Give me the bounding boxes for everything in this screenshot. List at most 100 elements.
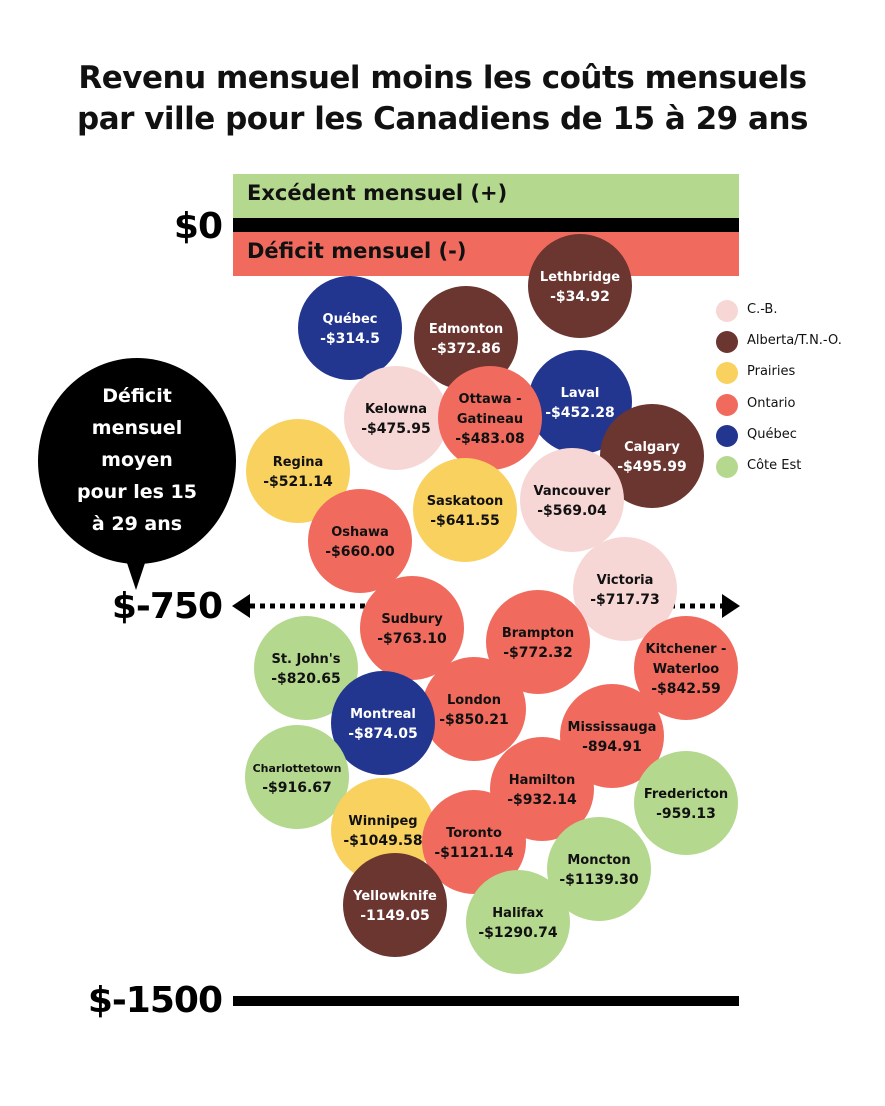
legend-swatch [716,300,738,322]
bubble-value-label: -$1290.74 [478,925,558,941]
bubble-value-label: -$874.05 [348,726,418,742]
callout-line: moyen [101,449,173,471]
bubble-edmonton: Edmonton -$372.86 [414,286,518,390]
bubble-qu-bec: Québec -$314.5 [298,276,402,380]
legend-label: C.-B. [747,302,778,317]
bubble-city-label: Québec [323,312,378,327]
bubble-city-label: Kitchener - [646,642,727,657]
bubble-city-label: Edmonton [429,322,503,337]
chart-title-line-1: Revenu mensuel moins les coûts mensuels [78,60,807,96]
bubble-value-label: -$1139.30 [559,872,639,888]
arrow-right-icon [722,594,740,618]
bubble-circle [600,404,704,508]
bubble-value-label: -$660.00 [325,544,395,560]
bubble-circle [344,366,448,470]
bubble-circle [422,790,526,894]
bubble-circle [245,725,349,829]
bubble-circle [413,458,517,562]
bubble-city-label: Regina [273,455,324,470]
callout-text: Déficit mensuel moyen pour les 15 à 29 a… [38,380,236,540]
bubble-circle [486,590,590,694]
bubble-ottawa-gatineau: Ottawa - Gatineau -$483.08 [438,366,542,470]
legend-swatch [716,362,738,384]
bubble-kitchener-waterloo: Kitchener - Waterloo -$842.59 [634,616,738,720]
axis-label-mid: $-750 [111,586,223,627]
bubble-city-label: St. John's [271,652,340,667]
chart-title-line-2: par ville pour les Canadiens de 15 à 29 … [77,101,808,137]
bottom-line [233,996,739,1006]
bubble-st-john-s: St. John's -$820.65 [254,616,358,720]
bubble-vancouver: Vancouver -$569.04 [520,448,624,552]
bubble-circle [331,671,435,775]
bubble-circle [547,817,651,921]
bubble-city-label: Fredericton [644,787,728,802]
bubble-value-label: -$569.04 [537,503,607,519]
bubble-circle [343,853,447,957]
bubble-circle [254,616,358,720]
bubble-value-label: -$314.5 [320,331,380,347]
bubble-value-label: -$34.92 [550,289,610,305]
bubble-laval: Laval -$452.28 [528,350,632,454]
callout-tail [122,548,150,590]
bubble-moncton: Moncton -$1139.30 [547,817,651,921]
bubble-oshawa: Oshawa -$660.00 [308,489,412,593]
bubble-city-label: Saskatoon [427,494,504,509]
bubble-value-label: -$916.67 [262,780,332,796]
bubble-london: London -$850.21 [422,657,526,761]
bubble-value-label: -959.13 [656,806,716,822]
bubble-toronto: Toronto -$1121.14 [422,790,526,894]
bubble-victoria: Victoria -$717.73 [573,537,677,641]
deficit-band: Déficit mensuel (-) [233,232,739,276]
average-line [232,594,740,618]
bubble-value-label: -894.91 [582,739,642,755]
legend-swatch [716,425,738,447]
legend-swatch [716,331,738,353]
bubble-calgary: Calgary -$495.99 [600,404,704,508]
bubble-value-label: -$1121.14 [434,845,514,861]
bubble-value-label: -$521.14 [263,474,333,490]
bubble-sudbury: Sudbury -$763.10 [360,576,464,680]
bubble-value-label: -$372.86 [431,341,501,357]
bubble-value-label: -$850.21 [439,712,509,728]
bubble-value-label: -$932.14 [507,792,577,808]
bubble-circle [414,286,518,390]
bubble-city-label: Kelowna [365,402,427,417]
bubble-value-label: -$763.10 [377,631,447,647]
bubble-circle [308,489,412,593]
callout-line: Déficit [102,385,172,407]
callout-bubble [38,358,236,564]
axis-label-bottom: $-1500 [87,980,223,1021]
bubble-value-label: -$820.65 [271,671,341,687]
bubble-circle [246,419,350,523]
legend-label: Ontario [747,396,796,411]
bubble-circle [520,448,624,552]
bubble-circle [634,751,738,855]
bubble-city-label: Lethbridge [540,270,620,285]
callout-line: à 29 ans [91,513,183,535]
bubble-value-label: -$483.08 [455,431,525,447]
bubbles-layer: Lethbridge -$34.92 Québec -$314.5 Edmonton -$… [245,234,738,974]
bubble-value-label: -$772.32 [503,645,573,661]
bubble-lethbridge: Lethbridge -$34.92 [528,234,632,338]
bubble-city-label: Sudbury [381,612,443,627]
bubble-city-label: Oshawa [331,525,389,540]
chart-title: Revenu mensuel moins les coûts mensuels … [0,58,885,140]
bubble-city-label: Montreal [350,707,416,722]
bubble-circle [528,350,632,454]
bubble-value-label: -1149.05 [360,908,430,924]
bubble-city-label: Yellowknife [352,889,437,904]
callout-line: pour les 15 [77,481,197,503]
bubble-halifax: Halifax -$1290.74 [466,870,570,974]
surplus-band: Excédent mensuel (+) [233,174,739,218]
bubble-circle [573,537,677,641]
bubble-kelowna: Kelowna -$475.95 [344,366,448,470]
bubble-city-label: Calgary [624,440,680,455]
legend-label: Québec [747,427,797,442]
bubble-city-label: Halifax [492,906,544,921]
surplus-band-label: Excédent mensuel (+) [247,181,508,205]
bubble-circle [298,276,402,380]
bubble-city-label: Waterloo [653,662,719,677]
bubble-saskatoon: Saskatoon -$641.55 [413,458,517,562]
bubble-value-label: -$452.28 [545,405,615,421]
